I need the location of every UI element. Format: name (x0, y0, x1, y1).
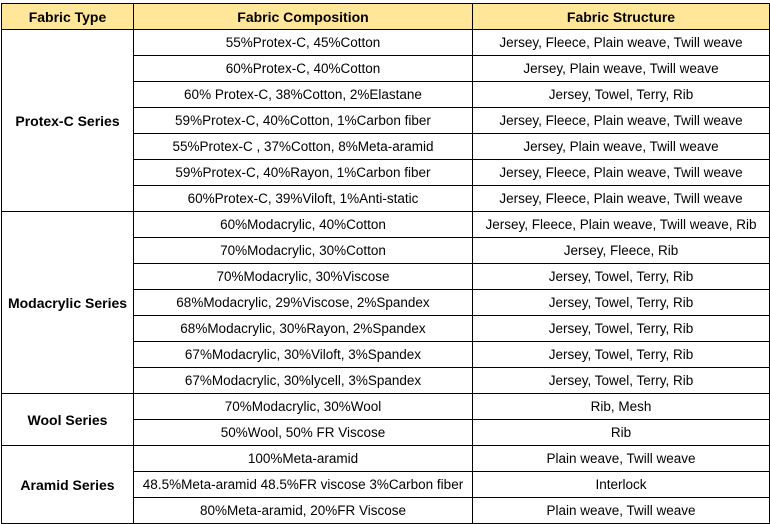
fabric-composition-cell: 80%Meta-aramid, 20%FR Viscose (133, 497, 473, 524)
fabric-composition-cell: 68%Modacrylic, 29%Viscose, 2%Spandex (133, 289, 473, 316)
table-row: Wool Series 70%Modacrylic, 30%Wool Rib, Me… (1, 393, 770, 446)
fabric-structure-cell: Jersey, Towel, Terry, Rib (472, 367, 770, 394)
fabric-structure-cell: Interlock (472, 471, 770, 498)
fabric-type-cell: Protex-C Series (1, 29, 134, 212)
table-row: 60% Protex-C, 38%Cotton, 2%Elastane Jerse… (2, 81, 770, 108)
fabric-composition-cell: 70%Modacrylic, 30%Cotton (133, 237, 473, 264)
fabric-composition-cell: 70%Modacrylic, 30%Viscose (133, 263, 473, 290)
fabric-structure-cell: Jersey, Fleece, Plain weave, Twill weave (472, 159, 770, 186)
fabric-structure-cell: Jersey, Fleece, Plain weave, Twill weave… (472, 211, 770, 238)
fabric-composition-cell: 60%Protex-C, 39%Viloft, 1%Anti-static (133, 185, 473, 212)
header-fabric-structure: Fabric Structure (472, 3, 770, 30)
table-row: 68%Modacrylic, 29%Viscose, 2%Spandex Jers… (2, 289, 770, 316)
fabric-composition-cell: 48.5%Meta-aramid 48.5%FR viscose 3%Carbo… (133, 471, 473, 498)
fabric-composition-cell: 59%Protex-C, 40%Rayon, 1%Carbon fiber (133, 159, 473, 186)
fabric-composition-cell: 68%Modacrylic, 30%Rayon, 2%Spandex (133, 315, 473, 342)
table-row: 70%Modacrylic, 30%Viscose Jersey, Towel, … (2, 263, 770, 290)
table-row: 68%Modacrylic, 30%Rayon, 2%Spandex Jersey… (2, 315, 770, 342)
table-row: 55%Protex-C , 37%Cotton, 8%Meta-aramid Je… (2, 133, 770, 160)
table-row: 50%Wool, 50% FR Viscose Rib (2, 419, 770, 446)
fabric-type-cell: Aramid Series (1, 445, 134, 524)
table-row: 67%Modacrylic, 30%lycell, 3%Spandex Jerse… (2, 367, 770, 394)
table-row: Protex-C Series 55%Protex-C, 45%Cotton Jer… (1, 29, 770, 212)
fabric-structure-cell: Jersey, Fleece, Plain weave, Twill weave (472, 107, 770, 134)
table-row: 70%Modacrylic, 30%Cotton Jersey, Fleece, … (2, 237, 770, 264)
table-row: 60%Protex-C, 39%Viloft, 1%Anti-static Jer… (2, 185, 770, 212)
fabric-composition-cell: 100%Meta-aramid (133, 445, 473, 472)
fabric-type-cell: Wool Series (1, 393, 134, 446)
fabric-composition-cell: 60%Protex-C, 40%Cotton (133, 55, 473, 82)
fabric-structure-cell: Jersey, Fleece, Plain weave, Twill weave (472, 29, 770, 56)
table-row: 59%Protex-C, 40%Cotton, 1%Carbon fiber Je… (2, 107, 770, 134)
fabric-structure-cell: Jersey, Towel, Terry, Rib (472, 263, 770, 290)
fabric-composition-cell: 67%Modacrylic, 30%lycell, 3%Spandex (133, 367, 473, 394)
fabric-composition-cell: 55%Protex-C , 37%Cotton, 8%Meta-aramid (133, 133, 473, 160)
table-body: Protex-C Series 55%Protex-C, 45%Cotton Jer… (1, 29, 770, 524)
table-row: 60%Protex-C, 40%Cotton Jersey, Plain weav… (2, 55, 770, 82)
table-row: 59%Protex-C, 40%Rayon, 1%Carbon fiber Jer… (2, 159, 770, 186)
fabric-composition-cell: 67%Modacrylic, 30%Viloft, 3%Spandex (133, 341, 473, 368)
fabric-structure-cell: Jersey, Towel, Terry, Rib (472, 315, 770, 342)
fabric-structure-cell: Jersey, Plain weave, Twill weave (472, 55, 770, 82)
fabric-composition-cell: 50%Wool, 50% FR Viscose (133, 419, 473, 446)
fabric-structure-cell: Plain weave, Twill weave (472, 445, 770, 472)
header-fabric-type: Fabric Type (1, 3, 134, 30)
table-row: 80%Meta-aramid, 20%FR Viscose Plain weave… (2, 497, 770, 524)
fabric-composition-cell: 60% Protex-C, 38%Cotton, 2%Elastane (133, 81, 473, 108)
fabric-structure-cell: Jersey, Fleece, Rib (472, 237, 770, 264)
fabric-structure-cell: Jersey, Towel, Terry, Rib (472, 81, 770, 108)
fabric-composition-cell: 70%Modacrylic, 30%Wool (133, 393, 473, 420)
fabric-structure-cell: Jersey, Fleece, Plain weave, Twill weave (472, 185, 770, 212)
fabric-composition-cell: 60%Modacrylic, 40%Cotton (133, 211, 473, 238)
fabric-structure-cell: Rib (472, 419, 770, 446)
table-row: Aramid Series 100%Meta-aramid Plain weave,… (1, 445, 770, 524)
fabric-structure-cell: Jersey, Plain weave, Twill weave (472, 133, 770, 160)
fabric-structure-cell: Rib, Mesh (472, 393, 770, 420)
header-row: Fabric Type Fabric Composition Fabric St… (1, 3, 770, 30)
fabric-structure-cell: Jersey, Towel, Terry, Rib (472, 341, 770, 368)
table-row: 48.5%Meta-aramid 48.5%FR viscose 3%Carbo… (2, 471, 770, 498)
fabric-structure-cell: Plain weave, Twill weave (472, 497, 770, 524)
fabric-composition-cell: 55%Protex-C, 45%Cotton (133, 29, 473, 56)
table-row: 67%Modacrylic, 30%Viloft, 3%Spandex Jerse… (2, 341, 770, 368)
fabric-structure-cell: Jersey, Towel, Terry, Rib (472, 289, 770, 316)
header-fabric-composition: Fabric Composition (133, 3, 473, 30)
fabric-table: Fabric Type Fabric Composition Fabric St… (1, 3, 770, 524)
fabric-type-cell: Modacrylic Series (1, 211, 134, 394)
fabric-composition-cell: 59%Protex-C, 40%Cotton, 1%Carbon fiber (133, 107, 473, 134)
table-row: Modacrylic Series 60%Modacrylic, 40%Cotto… (1, 211, 770, 394)
